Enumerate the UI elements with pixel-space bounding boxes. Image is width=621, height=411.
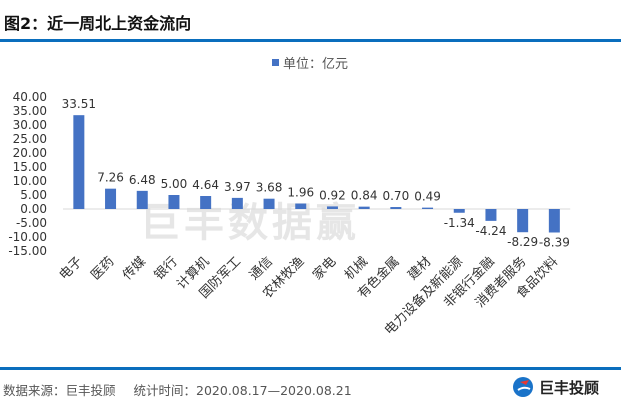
y-tick-label: 25.00 [13,132,47,146]
bar [422,207,434,209]
figure-title: 图2：近一周北上资金流向 [4,14,192,33]
bar [105,188,117,209]
bar [231,197,243,209]
data-label: -1.34 [444,216,475,230]
bar [453,209,465,213]
bar [517,209,529,233]
y-tick-label: 5.00 [20,188,47,202]
y-tick-label: 40.00 [13,90,47,104]
data-label: -4.24 [475,224,506,238]
legend: 单位：亿元 [272,53,348,72]
data-label: 5.00 [161,177,188,191]
bar [200,196,212,209]
bar [485,209,497,221]
data-label: -8.29 [507,235,538,249]
bar [390,207,402,209]
bar [326,206,338,209]
data-label: 6.48 [129,173,156,187]
legend-label: 单位：亿元 [283,57,349,72]
category-label: 传媒 [120,254,149,283]
bar [358,206,370,209]
y-tick-label: 15.00 [13,160,47,174]
bar [263,198,275,209]
data-label: 4.64 [192,178,219,192]
data-label: 0.84 [351,189,378,203]
bar [136,190,148,209]
bar [168,195,180,209]
data-label: 0.49 [414,190,441,204]
y-tick-label: 30.00 [13,118,47,132]
y-tick-label: 20.00 [13,146,47,160]
category-label: 电子 [57,254,86,283]
bar [295,203,307,209]
logo: 巨丰投顾 [512,376,599,398]
data-label: 3.97 [224,180,251,194]
y-tick-label: -5.00 [16,216,47,230]
data-label: 1.96 [287,186,314,200]
data-label: -8.39 [539,235,570,249]
bar [73,115,85,209]
legend-swatch [272,59,279,66]
data-label: 7.26 [97,171,124,185]
data-label: 3.68 [256,181,283,195]
category-label: 医药 [88,254,117,283]
data-source: 数据来源：巨丰投顾 [3,383,116,398]
y-tick-label: -10.00 [8,230,47,244]
footer-rule [0,367,621,370]
data-label: 33.51 [62,97,96,111]
y-tick-label: 0.00 [20,202,47,216]
data-label: 0.70 [382,189,409,203]
y-tick-label: -15.00 [8,244,47,258]
logo-icon [513,377,533,397]
y-tick-label: 35.00 [13,104,47,118]
category-label: 家电 [310,254,340,284]
bar [548,209,560,233]
logo-text: 巨丰投顾 [539,378,600,397]
stat-period: 统计时间：2020.08.17—2020.08.21 [133,383,352,398]
y-tick-label: 10.00 [13,174,47,188]
bar-chart: 40.0035.0030.0025.0020.0015.0010.005.000… [8,90,571,338]
footer: 数据来源：巨丰投顾 统计时间：2020.08.17—2020.08.21 [3,380,370,399]
title-rule [0,39,621,42]
data-label: 0.92 [319,188,346,202]
